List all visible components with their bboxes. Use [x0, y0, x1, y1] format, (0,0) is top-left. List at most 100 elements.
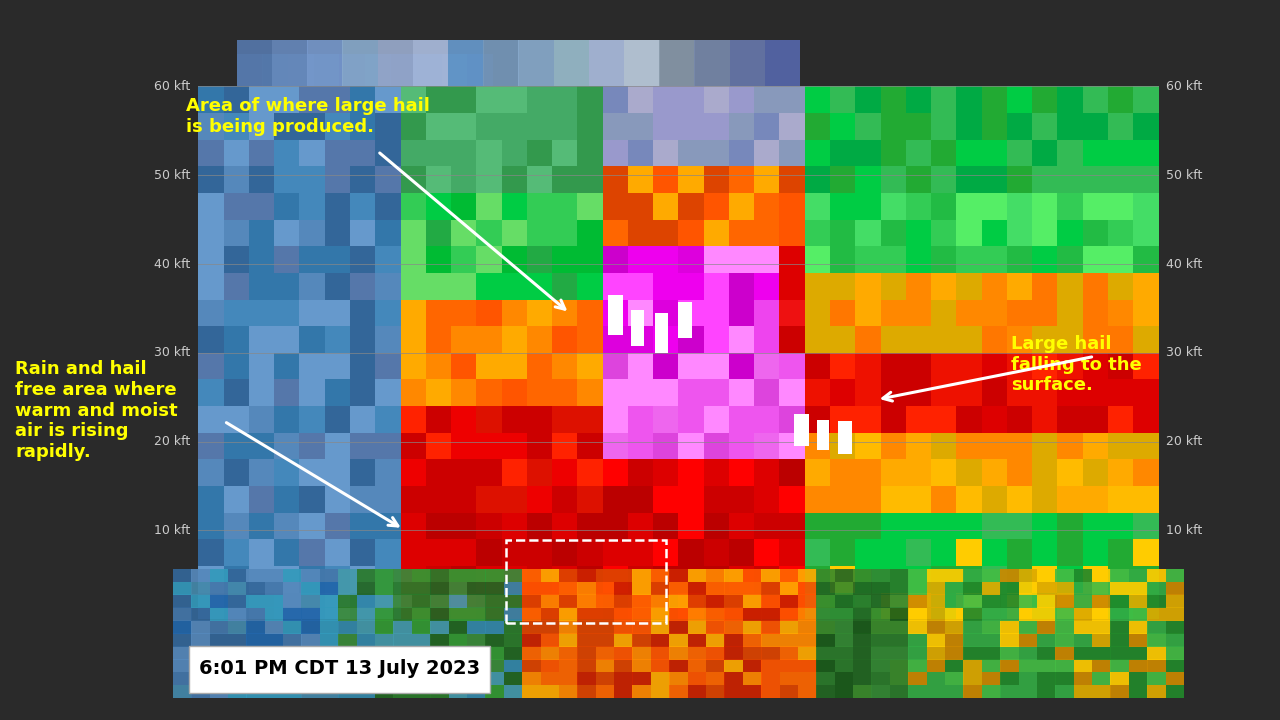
Bar	[956, 246, 982, 273]
Bar	[430, 569, 449, 582]
Bar	[956, 512, 982, 539]
Bar	[956, 485, 982, 513]
Bar	[300, 485, 325, 513]
Bar	[728, 219, 755, 246]
Bar	[805, 459, 831, 486]
Bar	[325, 219, 351, 246]
Bar	[855, 432, 881, 459]
Bar	[320, 608, 339, 621]
Bar	[1007, 432, 1033, 459]
Bar	[300, 246, 325, 273]
Bar	[552, 565, 577, 593]
Bar	[1083, 299, 1108, 326]
Bar	[614, 582, 632, 595]
Bar	[302, 582, 320, 595]
Bar	[210, 685, 228, 698]
Bar	[375, 608, 394, 621]
Bar	[835, 660, 854, 672]
Bar	[890, 582, 909, 595]
Bar	[504, 660, 522, 672]
Bar	[1032, 405, 1057, 433]
Bar	[945, 672, 964, 685]
Bar	[872, 634, 890, 647]
Bar	[552, 379, 577, 406]
Bar	[349, 352, 376, 379]
Bar	[393, 595, 412, 608]
Bar	[669, 582, 687, 595]
Bar	[552, 432, 577, 459]
Bar	[552, 112, 577, 140]
Bar	[704, 379, 730, 406]
Bar	[1055, 647, 1074, 660]
Bar	[527, 592, 553, 619]
Bar	[687, 647, 707, 660]
Bar	[927, 582, 946, 595]
Bar	[283, 569, 302, 582]
Bar	[625, 40, 659, 90]
Bar	[401, 272, 426, 300]
Bar	[476, 379, 502, 406]
Bar	[338, 621, 357, 634]
Bar	[357, 672, 375, 685]
Bar	[577, 608, 596, 621]
Bar	[1133, 192, 1158, 220]
Bar	[412, 685, 430, 698]
Bar	[1057, 325, 1083, 353]
Bar	[426, 86, 452, 113]
Bar	[1111, 569, 1129, 582]
Bar	[982, 595, 1001, 608]
Bar	[797, 634, 817, 647]
Bar	[945, 569, 964, 582]
Bar	[678, 459, 704, 486]
Bar	[210, 621, 228, 634]
Bar	[1037, 672, 1056, 685]
Bar	[248, 166, 275, 193]
Bar	[325, 166, 351, 193]
Bar	[1111, 621, 1129, 634]
Bar	[780, 595, 799, 608]
Bar	[632, 621, 652, 634]
Bar	[650, 672, 669, 685]
Bar	[945, 660, 964, 672]
Bar	[430, 608, 449, 621]
Bar	[1133, 405, 1158, 433]
Bar	[890, 595, 909, 608]
Bar	[426, 192, 452, 220]
Bar	[669, 569, 687, 582]
Bar	[931, 512, 957, 539]
Bar	[614, 634, 632, 647]
Bar	[728, 272, 755, 300]
Bar	[829, 139, 856, 166]
Bar	[1083, 246, 1108, 273]
Bar	[945, 621, 964, 634]
Bar	[805, 139, 831, 166]
Bar	[1166, 634, 1184, 647]
Bar	[653, 379, 678, 406]
Bar	[906, 246, 932, 273]
Bar	[780, 685, 799, 698]
Bar	[527, 112, 553, 140]
Bar	[653, 485, 678, 513]
Bar	[375, 139, 401, 166]
Bar	[300, 219, 325, 246]
Bar	[1037, 621, 1056, 634]
Bar	[198, 485, 224, 513]
Bar	[982, 432, 1007, 459]
Bar	[603, 246, 628, 273]
Bar	[343, 40, 378, 90]
Bar	[964, 647, 982, 660]
Bar	[906, 166, 932, 193]
Bar	[595, 634, 614, 647]
Bar	[467, 582, 485, 595]
Bar	[678, 219, 704, 246]
Bar	[577, 352, 603, 379]
Bar	[375, 582, 394, 595]
Bar	[577, 672, 596, 685]
Bar	[451, 166, 477, 193]
Bar	[448, 685, 467, 698]
Bar	[485, 582, 504, 595]
Bar	[430, 621, 449, 634]
Bar	[906, 352, 932, 379]
Bar	[890, 647, 909, 660]
Bar	[724, 647, 744, 660]
